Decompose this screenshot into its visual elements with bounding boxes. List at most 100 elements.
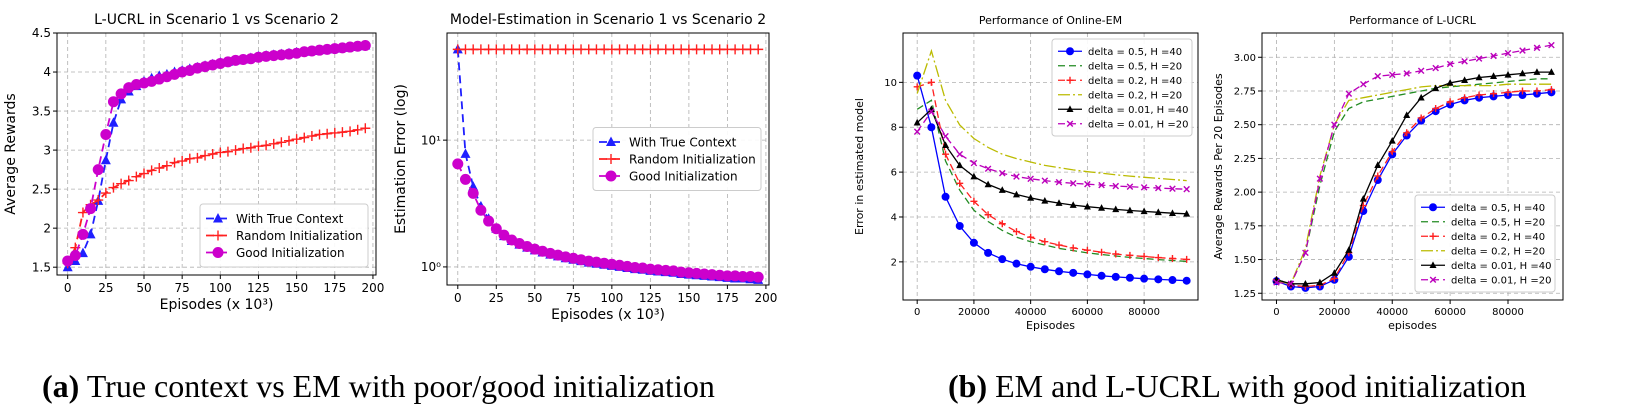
caption-a: (a) True context vs EM with poor/good in… (42, 368, 715, 405)
data-point (1098, 181, 1105, 189)
x-tick-label: 50 (136, 281, 151, 295)
data-point (928, 108, 935, 115)
data-point (1140, 252, 1148, 260)
data-point (1069, 244, 1077, 252)
x-axis-label: Episodes (x 10³) (160, 297, 274, 313)
chart-online-em: 0 20000 40000 60000 80000 2 4 6 8 10 Performance o… (853, 14, 1199, 332)
data-point (998, 255, 1007, 264)
x-tick-label: 60000 (1434, 307, 1466, 318)
caption-a-label: (a) (42, 368, 80, 404)
data-point (1026, 262, 1035, 271)
data-point (942, 150, 950, 158)
data-point (177, 156, 188, 167)
data-point (1388, 71, 1396, 79)
series-line (916, 99, 1187, 263)
data-point (459, 173, 471, 185)
x-axis-label: Episodes (1026, 319, 1075, 332)
data-point (1446, 60, 1454, 68)
data-point (942, 132, 949, 140)
data-point (1374, 172, 1382, 180)
data-point (337, 127, 348, 138)
data-point (1055, 241, 1063, 249)
x-tick-label: 0 (1273, 307, 1279, 318)
data-point (1027, 194, 1035, 201)
y-tick-label: 4 (43, 65, 51, 79)
data-point (1055, 199, 1063, 206)
data-point (913, 71, 922, 80)
data-point (927, 78, 935, 86)
legend-box (1414, 194, 1556, 293)
data-point (1083, 246, 1091, 254)
x-tick-label: 0 (914, 307, 920, 318)
data-point (1097, 271, 1106, 280)
data-point (752, 271, 764, 283)
data-point (1183, 255, 1191, 263)
y-tick-label: 2.5 (32, 182, 51, 196)
legend: delta = 0.5, H =40 delta = 0.5, H =20 delt… (1414, 194, 1556, 293)
data-point (85, 203, 97, 215)
data-point (1126, 206, 1134, 214)
data-point (1374, 72, 1382, 80)
data-point (1098, 204, 1106, 211)
data-point (753, 44, 764, 55)
data-point (1403, 129, 1411, 137)
y-tick-label: 10¹ (421, 133, 441, 147)
data-point (1360, 80, 1367, 88)
data-point (1548, 41, 1555, 49)
data-point (1040, 265, 1049, 274)
data-point (184, 153, 195, 164)
data-point (1301, 279, 1309, 287)
data-point (1547, 68, 1555, 75)
legend-box (199, 203, 369, 268)
data-point (1331, 121, 1338, 128)
data-point (360, 123, 371, 134)
data-point (1069, 268, 1078, 277)
series-line (916, 48, 1187, 182)
data-point (1041, 177, 1049, 184)
legend-label: delta = 0.5, H =20 (1088, 62, 1182, 73)
data-point (1345, 246, 1353, 253)
y-axis-label: Average Rewards (3, 93, 19, 214)
data-point (1154, 254, 1162, 262)
data-point (1287, 280, 1295, 288)
legend-label: Good Initialization (236, 246, 345, 260)
data-point (1041, 196, 1049, 204)
data-point (984, 165, 992, 173)
data-point (970, 159, 978, 167)
data-point (1316, 175, 1324, 182)
legend: With True Context Random Initialization Go… (592, 127, 762, 191)
data-point (230, 145, 241, 156)
chart-title: L-UCRL in Scenario 1 vs Scenario 2 (94, 12, 339, 28)
data-point (1403, 111, 1411, 119)
data-point (475, 204, 487, 216)
data-point (1168, 254, 1176, 262)
y-tick-label: 2.75 (1234, 86, 1256, 97)
legend-label: delta = 0.5, H =40 (1451, 203, 1545, 214)
legend-label: Random Initialization (236, 229, 363, 243)
data-point (1432, 64, 1439, 72)
data-point (192, 152, 203, 163)
data-point (245, 142, 256, 153)
data-point (1461, 58, 1468, 65)
data-point (1055, 267, 1064, 276)
data-point (238, 143, 249, 154)
data-point (207, 149, 218, 159)
plot-area (452, 43, 764, 284)
data-point (955, 221, 964, 230)
data-point (1519, 47, 1526, 54)
x-tick-label: 0 (64, 281, 72, 295)
legend-label: Random Initialization (629, 153, 756, 167)
y-axis-label: Estimation Error (log) (393, 84, 409, 234)
axes-frame (902, 32, 1199, 301)
data-point (253, 141, 264, 152)
legend: With True Context Random Initialization Go… (199, 203, 369, 268)
legend-marker (606, 136, 616, 146)
data-point (1125, 273, 1134, 282)
x-tick-label: 60000 (1071, 307, 1103, 318)
data-point (1330, 269, 1338, 276)
y-tick-label: 1.50 (1234, 255, 1256, 266)
axes-frame (446, 32, 770, 286)
y-tick-label: 10 (884, 78, 897, 89)
data-point (1140, 207, 1148, 215)
legend-label: delta = 0.2, H =40 (1451, 232, 1545, 243)
